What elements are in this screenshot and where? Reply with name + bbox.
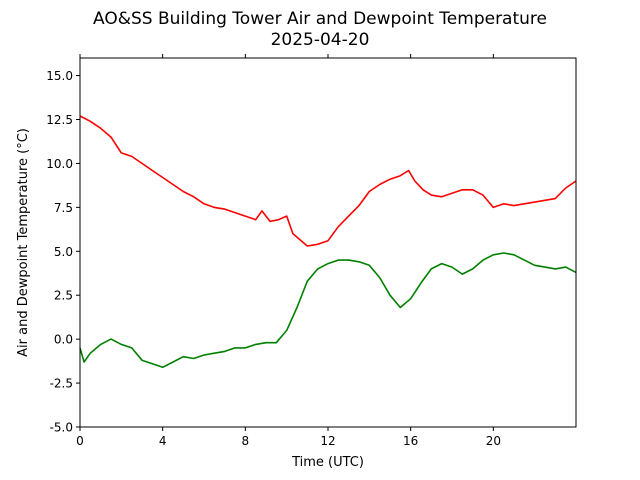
series-layer	[79, 115, 577, 369]
series-line-1	[79, 252, 577, 369]
y-tick-label: 15.0	[46, 69, 73, 83]
chart-subtitle: 2025-04-20	[271, 30, 370, 50]
y-tick-label: 7.5	[54, 201, 73, 215]
x-tick-label: 4	[159, 434, 167, 448]
y-tick-label: 2.5	[54, 289, 73, 303]
chart-title: AO&SS Building Tower Air and Dewpoint Te…	[93, 9, 547, 29]
x-tick-label: 0	[76, 434, 84, 448]
x-axis-label: Time (UTC)	[291, 455, 364, 470]
y-tick-label: 10.0	[46, 157, 73, 171]
x-tick-label: 8	[242, 434, 250, 448]
plot-frame	[79, 57, 577, 428]
y-tick-label: 0.0	[54, 333, 73, 347]
x-tick-label: 16	[403, 434, 418, 448]
y-tick-label: -5.0	[50, 421, 73, 435]
x-tick-label: 12	[320, 434, 335, 448]
series-line-0	[79, 115, 577, 247]
x-tick-label: 20	[486, 434, 501, 448]
y-tick-label: 12.5	[46, 113, 73, 127]
axis-layer: 0 4 8 12 16 20 -5.0 -2.5 0.0 2.5 5.0 7.5 10.0 12.5 15.…	[46, 54, 501, 448]
y-tick-label: 5.0	[54, 245, 73, 259]
y-axis-label: Air and Dewpoint Temperature (°C)	[16, 128, 31, 357]
y-tick-label: -2.5	[50, 377, 73, 391]
